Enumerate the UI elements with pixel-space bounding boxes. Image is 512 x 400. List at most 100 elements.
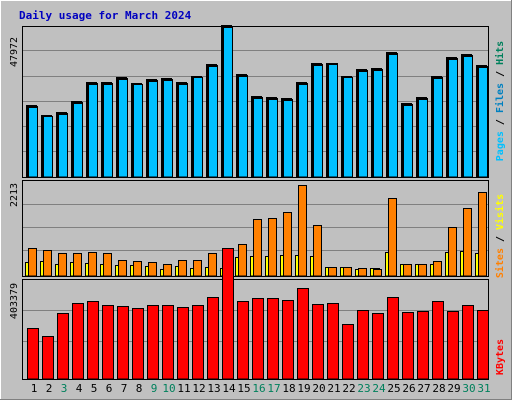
bar-kbytes-day-2 bbox=[42, 336, 54, 380]
bar-pages-day-7 bbox=[118, 79, 128, 178]
bar-pages-day-2 bbox=[43, 116, 53, 178]
bar-kbytes-day-14 bbox=[222, 248, 234, 380]
bar-pages-day-27 bbox=[418, 99, 428, 178]
x-tick-day-27: 27 bbox=[417, 382, 430, 395]
x-tick-day-20: 20 bbox=[312, 382, 325, 395]
bar-pages-day-14 bbox=[223, 27, 233, 178]
bar-sites-day-16 bbox=[253, 219, 262, 277]
x-tick-day-12: 12 bbox=[192, 382, 205, 395]
bar-kbytes-day-20 bbox=[312, 304, 324, 380]
bar-pages-day-29 bbox=[448, 59, 458, 178]
x-tick-day-4: 4 bbox=[76, 382, 83, 395]
bar-sites-day-15 bbox=[238, 244, 247, 277]
bar-pages-day-25 bbox=[388, 54, 398, 178]
bar-sites-day-10 bbox=[163, 264, 172, 277]
chart-marks bbox=[23, 25, 489, 380]
bar-pages-day-4 bbox=[73, 103, 83, 178]
bar-kbytes-day-22 bbox=[342, 324, 354, 380]
bar-pages-day-6 bbox=[103, 84, 113, 178]
y-axis-max-kbytes: 403379 bbox=[9, 283, 20, 319]
bar-pages-day-15 bbox=[238, 76, 248, 178]
bar-sites-day-18 bbox=[283, 212, 292, 277]
bar-kbytes-day-12 bbox=[192, 305, 204, 380]
bar-kbytes-day-11 bbox=[177, 307, 189, 380]
bar-kbytes-day-9 bbox=[147, 305, 159, 380]
x-tick-day-14: 14 bbox=[222, 382, 236, 395]
x-tick-day-1: 1 bbox=[31, 382, 38, 395]
bar-kbytes-day-29 bbox=[447, 311, 459, 380]
graph-title: Daily usage for March 2024 bbox=[19, 9, 192, 22]
bar-pages-day-17 bbox=[268, 99, 278, 178]
bar-pages-day-26 bbox=[403, 105, 413, 178]
bar-sites-day-1 bbox=[28, 248, 37, 277]
bar-sites-day-22 bbox=[343, 267, 352, 277]
bar-sites-day-3 bbox=[58, 253, 67, 277]
bar-kbytes-day-1 bbox=[27, 328, 39, 380]
bar-pages-day-1 bbox=[28, 107, 38, 178]
legend-files: Files bbox=[494, 83, 506, 113]
bar-sites-day-29 bbox=[448, 227, 457, 277]
legend-pages: Pages bbox=[495, 131, 506, 161]
legend-panel2: Sites / Visits bbox=[494, 194, 506, 278]
x-tick-day-25: 25 bbox=[387, 382, 400, 395]
day-labels: 1 2 3 4 5 6 7 8 9 10 11 12 13 14 15 16 17 18 19 20 21 22 23 24 2… bbox=[31, 382, 491, 395]
legend-panel1: Pages / Files / Hits bbox=[494, 41, 506, 161]
bar-pages-day-16 bbox=[253, 98, 263, 178]
x-tick-day-18: 18 bbox=[282, 382, 295, 395]
x-tick-day-3: 3 bbox=[61, 382, 68, 395]
bar-sites-day-11 bbox=[178, 260, 187, 277]
bar-kbytes-day-26 bbox=[402, 312, 414, 380]
bar-kbytes-day-21 bbox=[327, 303, 339, 380]
bar-sites-day-17 bbox=[268, 218, 277, 277]
bar-kbytes-day-10 bbox=[162, 305, 174, 380]
legend-visits: Visits bbox=[494, 194, 506, 230]
bar-sites-day-6 bbox=[103, 253, 112, 277]
legend-sites: Sites bbox=[494, 248, 506, 278]
bar-kbytes-day-28 bbox=[432, 301, 444, 380]
bar-sites-day-26 bbox=[403, 264, 412, 277]
bar-kbytes-day-17 bbox=[267, 298, 279, 380]
bar-sites-day-31 bbox=[478, 192, 487, 277]
bar-pages-day-30 bbox=[463, 56, 473, 178]
bar-pages-day-13 bbox=[208, 66, 218, 178]
bar-sites-day-13 bbox=[208, 253, 217, 277]
bar-pages-day-10 bbox=[163, 80, 173, 178]
x-tick-day-8: 8 bbox=[136, 382, 143, 395]
bar-pages-day-19 bbox=[298, 84, 308, 178]
bar-sites-day-12 bbox=[193, 260, 202, 277]
bar-kbytes-day-30 bbox=[462, 305, 474, 380]
bar-pages-day-28 bbox=[433, 78, 443, 178]
bar-pages-day-23 bbox=[358, 71, 368, 178]
bar-sites-day-30 bbox=[463, 208, 472, 277]
x-tick-day-24: 24 bbox=[372, 382, 386, 395]
legend-sep: / bbox=[495, 230, 506, 248]
bar-pages-day-22 bbox=[343, 77, 353, 178]
x-tick-day-11: 11 bbox=[177, 382, 190, 395]
bar-pages-day-24 bbox=[373, 70, 383, 178]
x-tick-day-15: 15 bbox=[237, 382, 250, 395]
bar-sites-day-25 bbox=[388, 198, 397, 277]
x-tick-day-16: 16 bbox=[252, 382, 265, 395]
x-tick-day-30: 30 bbox=[462, 382, 475, 395]
bar-pages-day-9 bbox=[148, 81, 158, 178]
bar-sites-day-9 bbox=[148, 262, 157, 277]
bar-kbytes-day-6 bbox=[102, 305, 114, 380]
x-tick-day-9: 9 bbox=[151, 382, 158, 395]
x-tick-day-29: 29 bbox=[447, 382, 460, 395]
x-tick-day-19: 19 bbox=[297, 382, 310, 395]
bar-sites-day-24 bbox=[373, 269, 382, 277]
bar-pages-day-5 bbox=[88, 84, 98, 178]
bar-kbytes-day-18 bbox=[282, 300, 294, 380]
y-axis-max-hits: 47972 bbox=[9, 37, 20, 67]
bar-kbytes-day-4 bbox=[72, 303, 84, 380]
bar-sites-day-20 bbox=[313, 225, 322, 277]
bar-kbytes-day-25 bbox=[387, 297, 399, 380]
bar-kbytes-day-27 bbox=[417, 311, 429, 380]
bar-sites-day-21 bbox=[328, 267, 337, 277]
legend-hits: Hits bbox=[494, 41, 506, 65]
bar-kbytes-day-31 bbox=[477, 310, 489, 380]
x-tick-day-21: 21 bbox=[327, 382, 340, 395]
x-tick-day-26: 26 bbox=[402, 382, 415, 395]
x-tick-day-6: 6 bbox=[106, 382, 113, 395]
bar-kbytes-day-13 bbox=[207, 297, 219, 380]
